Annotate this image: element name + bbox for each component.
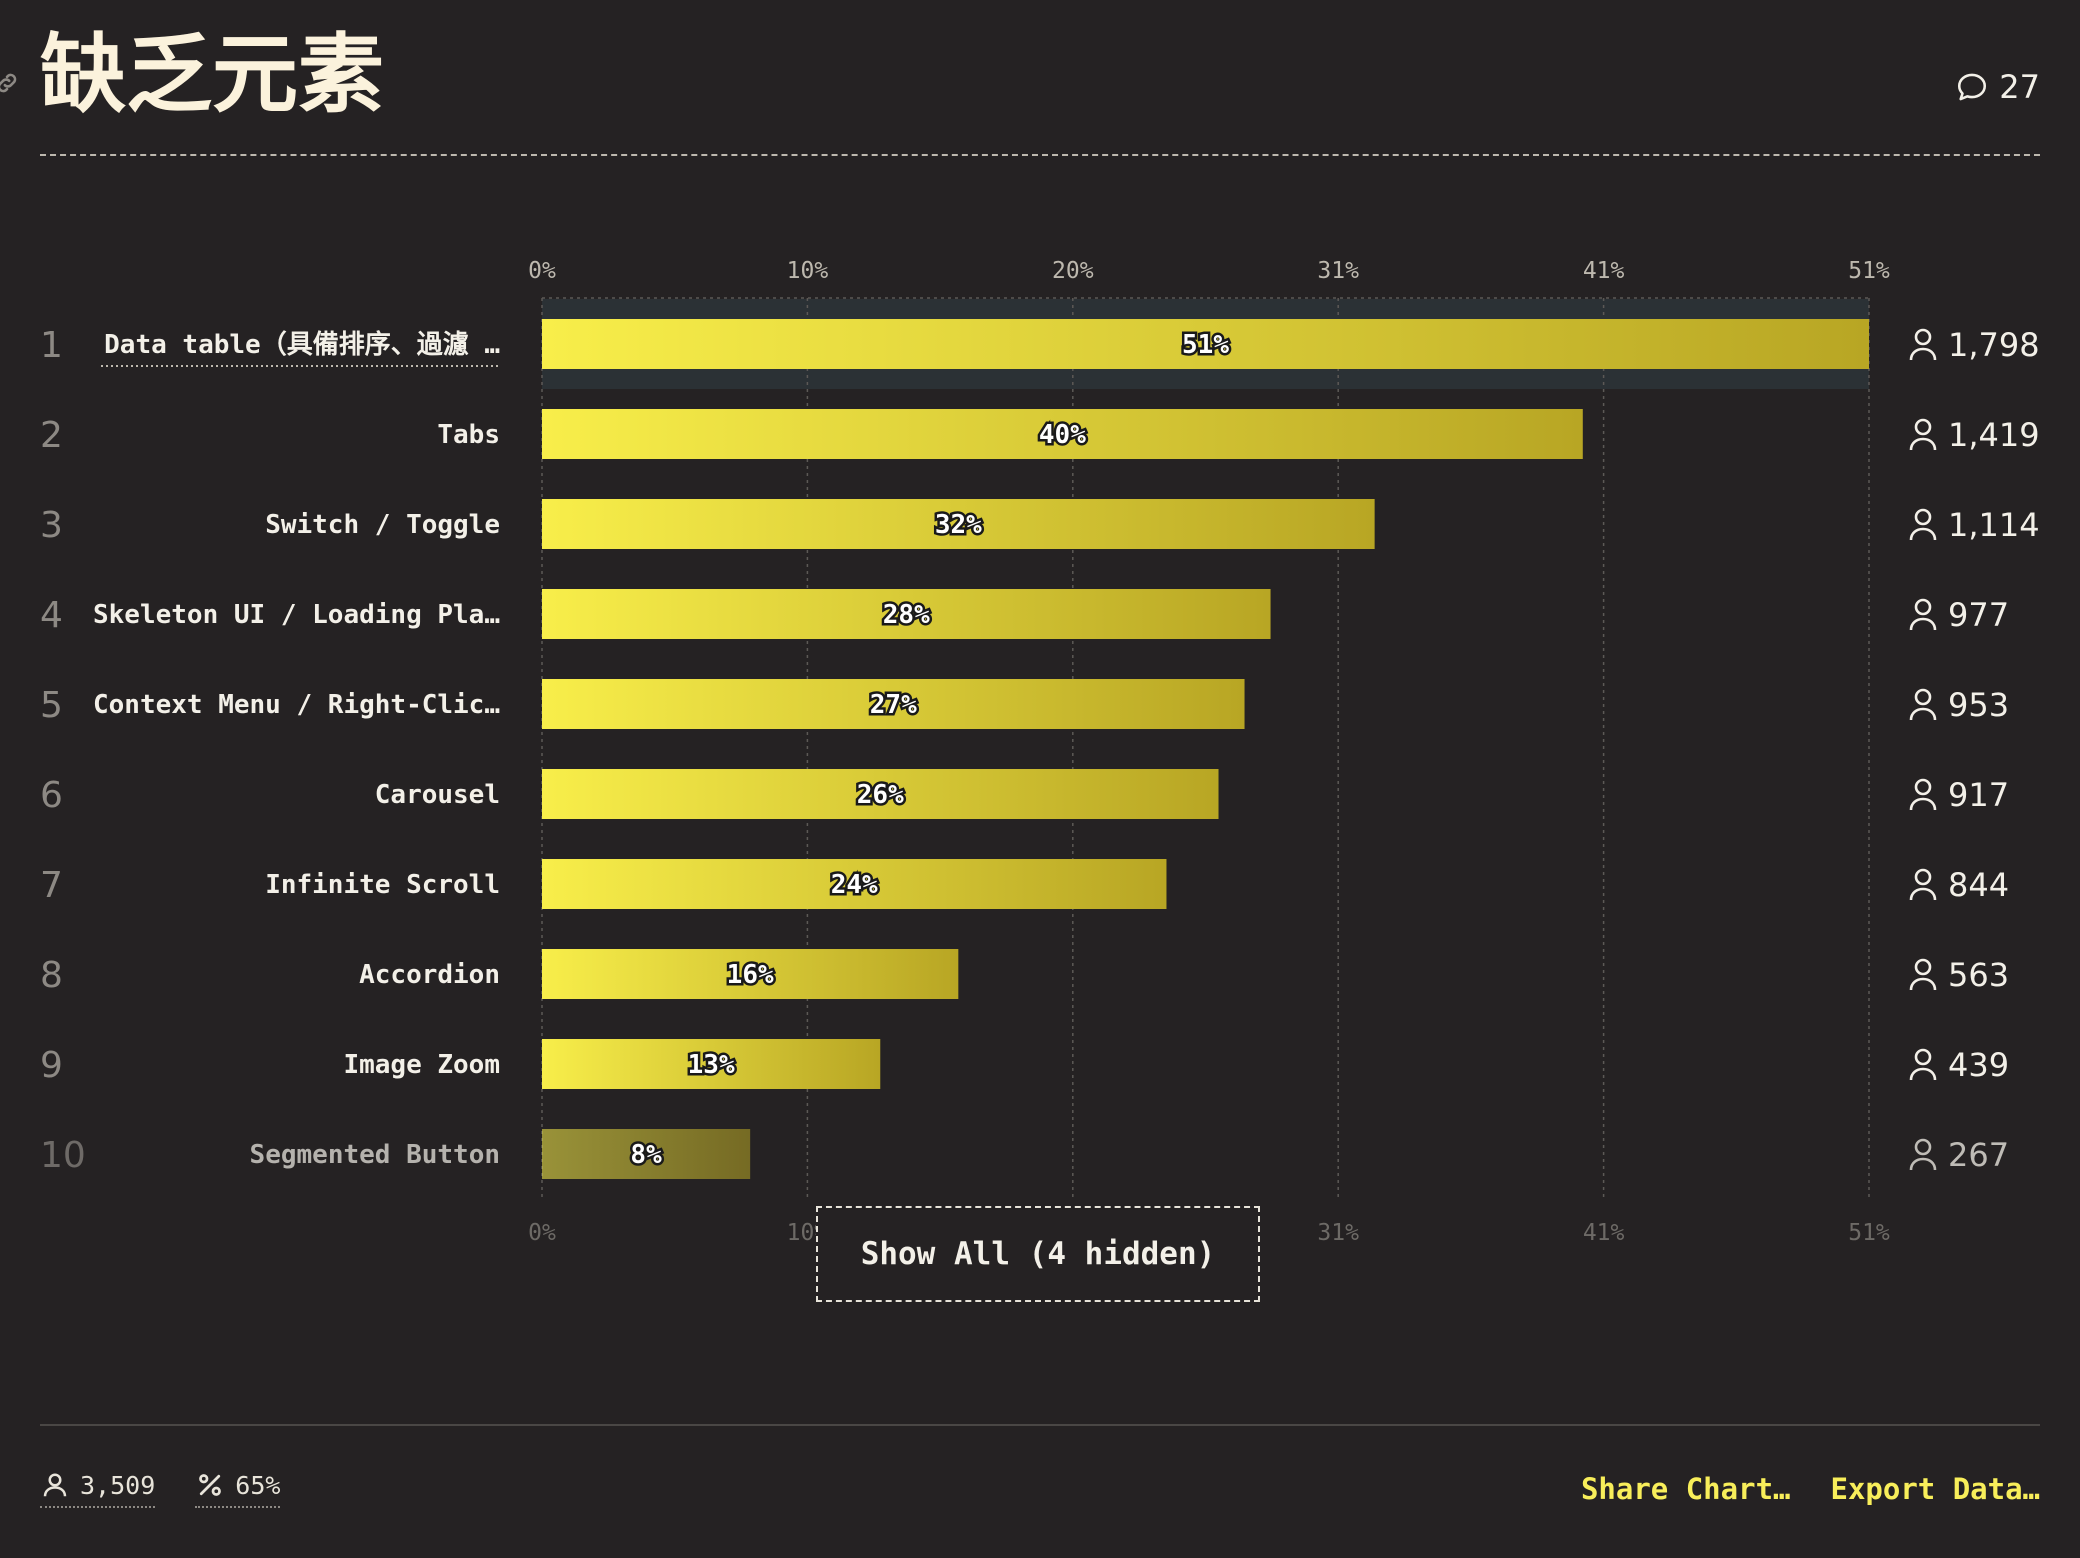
footer-stats: 3,509 65% — [40, 1470, 281, 1508]
rank-number: 6 — [40, 775, 63, 816]
user-icon — [1909, 598, 1937, 631]
bar[interactable] — [542, 319, 1869, 369]
bar-value-label: 51% — [1182, 330, 1229, 360]
user-icon — [1909, 418, 1937, 451]
user-icon — [1909, 778, 1937, 811]
count-value: 917 — [1948, 776, 2009, 814]
user-icon — [1909, 868, 1937, 901]
show-all-button[interactable]: Show All (4 hidden) — [816, 1206, 1260, 1302]
rank-number: 3 — [40, 505, 63, 546]
rank-number: 10 — [40, 1135, 86, 1176]
x-tick-label-top: 51% — [1848, 258, 1890, 284]
x-tick-label-bottom: 41% — [1583, 1220, 1625, 1246]
percentage-value: 65% — [235, 1470, 281, 1500]
category-label[interactable]: Data table（具備排序、過濾 … — [104, 329, 500, 360]
category-label: Carousel — [375, 780, 500, 810]
category-label: Image Zoom — [343, 1050, 500, 1080]
rank-number: 1 — [40, 325, 63, 366]
bar[interactable] — [542, 769, 1219, 819]
respondent-count: 1,419 — [1909, 416, 2040, 454]
percentage-stat[interactable]: 65% — [195, 1470, 281, 1508]
category-label: Tabs — [437, 420, 500, 450]
category-label: Context Menu / Right-Clic… — [93, 690, 500, 720]
bar[interactable] — [542, 589, 1271, 639]
bar-value-label: 13% — [688, 1050, 735, 1080]
respondent-count: 439 — [1909, 1046, 2009, 1084]
category-label: Accordion — [359, 960, 500, 990]
user-icon — [1909, 508, 1937, 541]
footer-actions: Share Chart… Export Data… — [1581, 1472, 2040, 1506]
count-value: 563 — [1948, 956, 2009, 994]
x-tick-label-top: 41% — [1583, 258, 1625, 284]
bar-value-label: 40% — [1039, 420, 1086, 450]
respondent-count: 977 — [1909, 596, 2009, 634]
x-tick-label-bottom: 51% — [1848, 1220, 1890, 1246]
page-title: 缺乏元素 — [40, 25, 384, 125]
bar[interactable] — [542, 949, 959, 999]
user-icon — [1909, 688, 1937, 721]
bar[interactable] — [542, 859, 1167, 909]
rank-number: 4 — [40, 595, 63, 636]
bar-value-label: 16% — [727, 960, 774, 990]
rank-number: 5 — [40, 685, 63, 726]
bar-value-label: 32% — [935, 510, 982, 540]
respondent-count: 844 — [1909, 866, 2009, 904]
respondent-count: 1,798 — [1909, 326, 2040, 364]
bar[interactable] — [542, 499, 1375, 549]
bar[interactable] — [542, 1129, 751, 1179]
x-tick-label-bottom: 31% — [1317, 1220, 1359, 1246]
percent-icon — [199, 1474, 222, 1496]
x-tick-label-bottom: 0% — [528, 1220, 556, 1246]
x-tick-label-top: 31% — [1317, 258, 1359, 284]
export-data-button[interactable]: Export Data… — [1830, 1472, 2040, 1506]
rank-number: 9 — [40, 1045, 63, 1086]
rank-number: 2 — [40, 415, 63, 456]
share-chart-button[interactable]: Share Chart… — [1580, 1472, 1791, 1506]
count-value: 1,114 — [1948, 506, 2040, 544]
footer-divider — [40, 1424, 2040, 1426]
count-value: 1,798 — [1948, 326, 2040, 364]
bar[interactable] — [542, 1039, 881, 1089]
count-value: 267 — [1948, 1136, 2009, 1174]
user-icon — [1909, 328, 1937, 361]
count-value: 439 — [1948, 1046, 2009, 1084]
comment-count: 27 — [1999, 68, 2040, 106]
rank-number: 8 — [40, 955, 63, 996]
comment-icon — [1958, 73, 1987, 101]
x-tick-label-top: 10% — [787, 258, 829, 284]
category-label: Switch / Toggle — [265, 510, 500, 540]
header-divider — [40, 154, 2040, 156]
user-icon — [43, 1473, 67, 1497]
rank-number: 7 — [40, 865, 63, 906]
count-value: 1,419 — [1948, 416, 2040, 454]
category-label: Segmented Button — [250, 1140, 500, 1170]
bar-value-label: 8% — [630, 1140, 662, 1170]
category-label: Infinite Scroll — [265, 870, 500, 900]
user-icon — [1909, 958, 1937, 991]
respondent-count: 267 — [1909, 1136, 2009, 1174]
respondents-stat[interactable]: 3,509 — [40, 1470, 156, 1508]
bar-value-label: 27% — [870, 690, 917, 720]
count-value: 844 — [1948, 866, 2009, 904]
link-icon[interactable] — [0, 70, 20, 96]
count-value: 977 — [1948, 596, 2009, 634]
x-tick-label-top: 0% — [528, 258, 556, 284]
bar-value-label: 26% — [857, 780, 904, 810]
user-icon — [1909, 1138, 1937, 1171]
bar-value-label: 24% — [831, 870, 878, 900]
user-icon — [1909, 1048, 1937, 1081]
respondent-count: 953 — [1909, 686, 2009, 724]
respondent-count: 917 — [1909, 776, 2009, 814]
category-label: Skeleton UI / Loading Pla… — [93, 600, 500, 630]
respondent-count: 1,114 — [1909, 506, 2040, 544]
respondents-count: 3,509 — [80, 1470, 156, 1500]
bar[interactable] — [542, 679, 1245, 729]
respondent-count: 563 — [1909, 956, 2009, 994]
bar-value-label: 28% — [883, 600, 930, 630]
bar[interactable] — [542, 409, 1583, 459]
x-tick-label-top: 20% — [1052, 258, 1094, 284]
comments-button[interactable]: 27 — [1955, 68, 2040, 106]
count-value: 953 — [1948, 686, 2009, 724]
